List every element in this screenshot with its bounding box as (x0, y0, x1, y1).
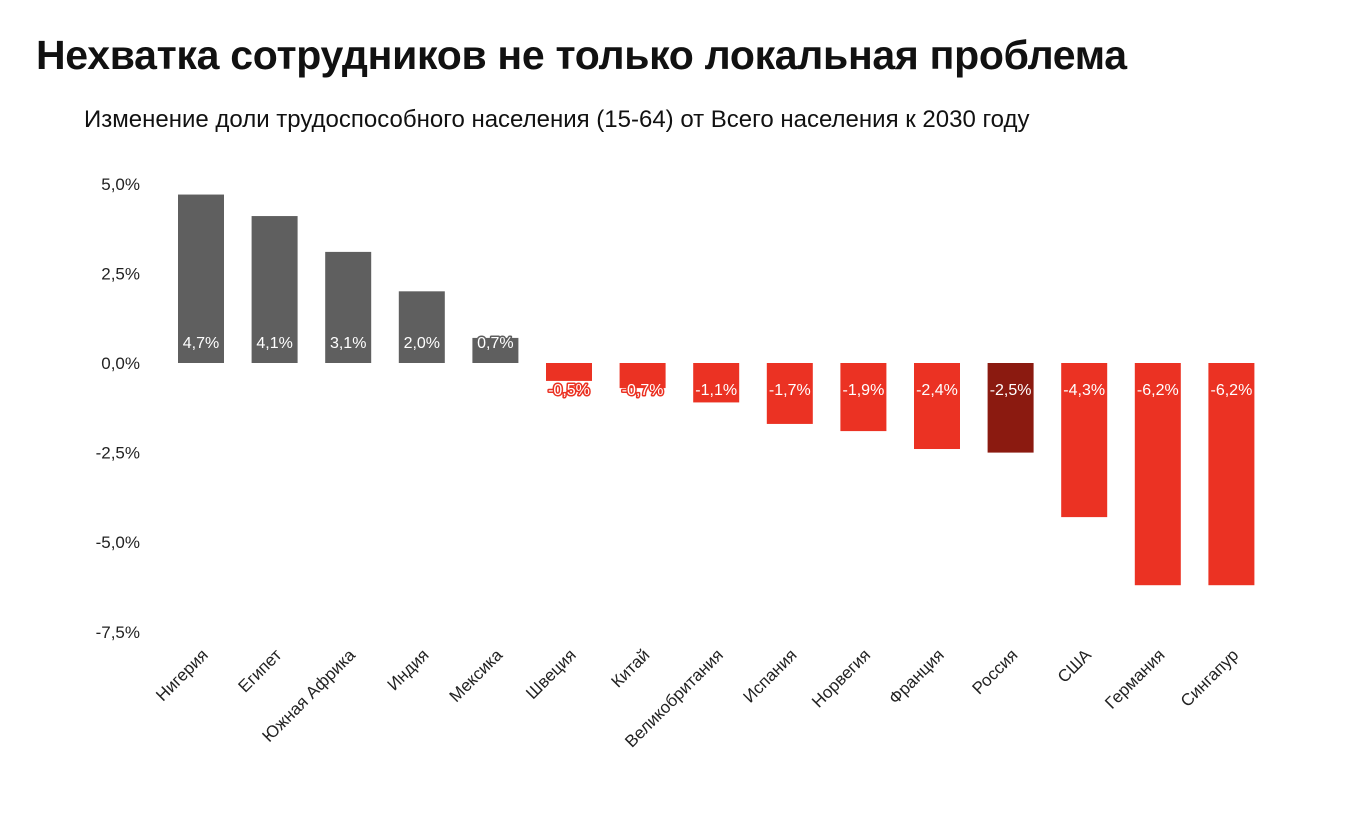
bar (840, 363, 887, 432)
category-label: Мексика (446, 645, 507, 706)
data-label: -2,4% (916, 382, 958, 399)
category-label: Испания (739, 645, 800, 706)
y-tick-label: 0,0% (101, 354, 140, 373)
data-label: -1,9% (843, 382, 885, 399)
data-label: -4,3% (1063, 382, 1105, 399)
bar (693, 363, 740, 403)
data-label: 4,7% (183, 335, 219, 352)
bar (1134, 363, 1181, 586)
chart-title: Нехватка сотрудников не только локальная… (36, 32, 1127, 78)
bar (914, 363, 960, 450)
data-label: -6,2% (1137, 382, 1179, 399)
data-label: -2,5% (990, 382, 1032, 399)
data-label: -0,7% (622, 382, 664, 399)
data-label: 4,1% (256, 335, 292, 352)
data-label: 2,0% (404, 335, 440, 352)
data-label: 0,7% (477, 335, 513, 352)
data-label: 3,1% (330, 335, 366, 352)
y-tick-label: 5,0% (101, 175, 140, 194)
bar (472, 337, 519, 363)
category-label: Нигерия (152, 645, 212, 705)
category-label: Россия (969, 645, 1022, 698)
category-label: Сингапур (1177, 645, 1242, 710)
bar (1061, 363, 1108, 518)
category-label: Китай (607, 645, 653, 691)
chart-subtitle: Изменение доли трудоспособного населения… (84, 106, 1030, 133)
category-label: США (1054, 645, 1096, 687)
category-label: Норвегия (808, 645, 874, 711)
bar (251, 216, 298, 363)
category-label: Франция (885, 645, 948, 708)
bar (178, 194, 224, 363)
data-label: -1,7% (769, 382, 811, 399)
category-label: Индия (384, 645, 433, 694)
y-tick-label: -7,5% (96, 623, 140, 642)
bar (766, 363, 813, 424)
bar (398, 291, 445, 363)
bar (546, 363, 592, 381)
data-label: -0,5% (548, 382, 590, 399)
y-tick-label: -2,5% (96, 444, 140, 463)
category-label: Швеция (522, 645, 580, 703)
bar (325, 251, 372, 363)
y-tick-label: 2,5% (101, 264, 140, 283)
data-label: -1,1% (695, 382, 737, 399)
category-label: Египет (235, 645, 286, 696)
bar (987, 363, 1034, 453)
bar (619, 363, 666, 389)
data-label: -6,2% (1211, 382, 1253, 399)
category-label: Германия (1101, 645, 1168, 712)
bar (1208, 363, 1255, 586)
y-tick-label: -5,0% (96, 533, 140, 552)
